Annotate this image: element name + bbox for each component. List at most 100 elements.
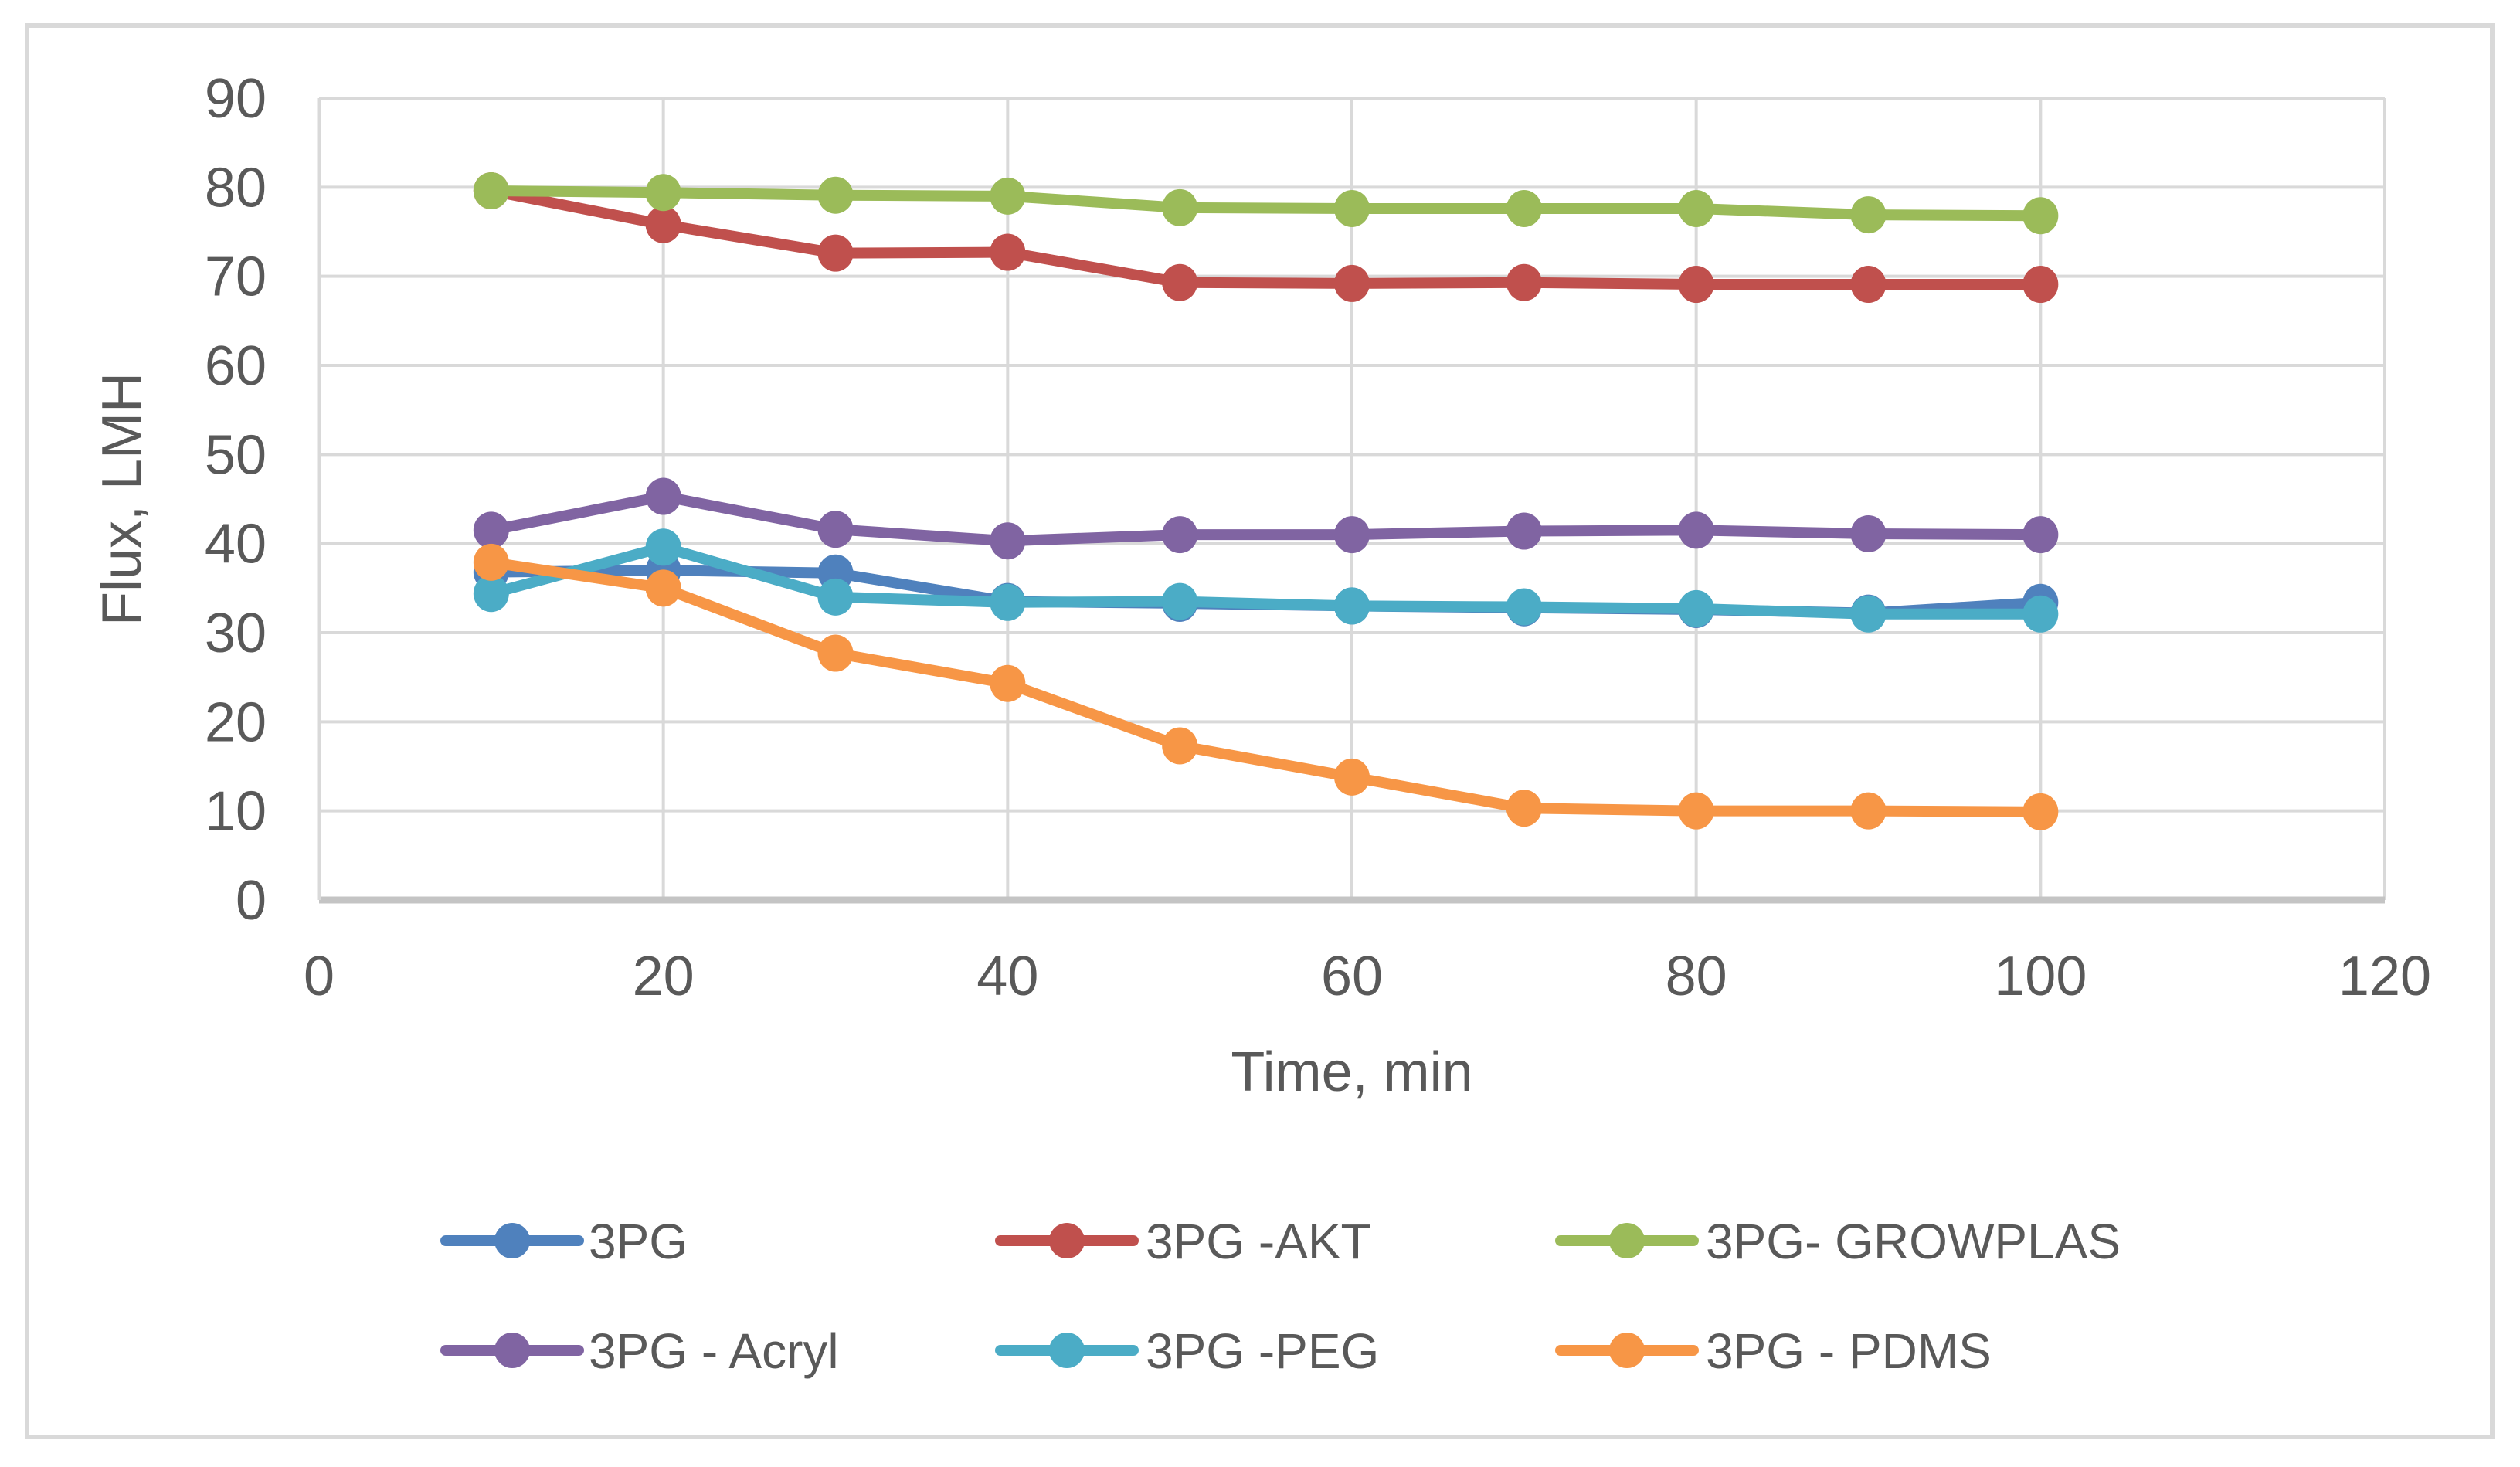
- series-3PG - Acryl: [473, 477, 2059, 560]
- data-point: [817, 511, 854, 548]
- data-point: [1506, 190, 1542, 228]
- data-point: [2022, 516, 2059, 554]
- data-point: [1162, 582, 1198, 620]
- legend: 3PG 3PG -AKT 3PG- GROWPLAS 3PG - Acryl 3PG -…: [440, 1214, 2121, 1379]
- data-point: [2022, 793, 2059, 830]
- x-tick-label-40: 40: [976, 946, 1038, 1007]
- tick-labels: 0 10 20 30 40 50 60 70 80 90 0 20 40 60 80 100 120: [205, 68, 2431, 1007]
- series-line-3PG - Acryl: [485, 491, 2046, 547]
- data-point: [1506, 790, 1542, 827]
- x-tick-label-100: 100: [1994, 946, 2087, 1007]
- data-point: [817, 578, 854, 616]
- legend-item-3PG- GROWPLAS: 3PG- GROWPLAS: [1555, 1214, 2121, 1269]
- series-line-3PG -AKT: [485, 185, 2046, 290]
- data-point: [1162, 263, 1198, 301]
- data-point: [1850, 792, 1887, 830]
- series-layer: [473, 171, 2059, 830]
- legend-label: 3PG: [589, 1214, 688, 1269]
- data-point: [1506, 263, 1542, 301]
- data-point: [817, 634, 854, 672]
- data-point: [473, 171, 509, 209]
- y-tick-label-10: 10: [205, 781, 267, 843]
- data-point: [1334, 190, 1370, 228]
- chart-border: [25, 23, 2495, 1439]
- data-point: [1334, 587, 1370, 625]
- series-line-3PG- GROWPLAS: [485, 185, 2046, 222]
- data-point: [990, 583, 1026, 621]
- y-tick-label-20: 20: [205, 691, 267, 753]
- y-tick-label-0: 0: [236, 870, 267, 932]
- data-point: [817, 176, 854, 214]
- data-point: [1850, 196, 1887, 234]
- data-point: [645, 205, 681, 243]
- x-tick-label-20: 20: [633, 946, 695, 1007]
- data-point: [990, 664, 1026, 702]
- legend-item-3PG -PEG: 3PG -PEG: [995, 1323, 1379, 1379]
- data-point: [990, 233, 1026, 271]
- legend-label: 3PG -PEG: [1146, 1323, 1379, 1379]
- y-tick-label-60: 60: [205, 335, 267, 397]
- legend-label: 3PG - PDMS: [1706, 1323, 1992, 1379]
- legend-marker-icon: [1049, 1333, 1085, 1368]
- data-point: [2022, 595, 2059, 633]
- legend-item-3PG: 3PG: [440, 1214, 688, 1269]
- data-point: [645, 477, 681, 515]
- y-tick-label-30: 30: [205, 603, 267, 664]
- axis-lines: [317, 98, 2385, 904]
- legend-label: 3PG - Acryl: [589, 1323, 839, 1379]
- data-point: [1678, 190, 1714, 228]
- data-point: [817, 234, 854, 272]
- legend-marker-icon: [494, 1333, 530, 1368]
- data-point: [1162, 516, 1198, 554]
- y-tick-label-70: 70: [205, 246, 267, 308]
- series-3PG -PEG: [473, 528, 2059, 633]
- legend-item-3PG -AKT: 3PG -AKT: [995, 1214, 1371, 1269]
- data-point: [473, 575, 509, 613]
- series-line-3PG -PEG: [485, 542, 2046, 620]
- data-point: [1506, 512, 1542, 550]
- legend-marker-icon: [494, 1223, 530, 1258]
- data-point: [1334, 264, 1370, 302]
- legend-item-3PG - PDMS: 3PG - PDMS: [1555, 1323, 1992, 1379]
- y-tick-label-40: 40: [205, 514, 267, 576]
- data-point: [1850, 595, 1887, 633]
- series-3PG- GROWPLAS: [473, 171, 2059, 235]
- legend-label: 3PG- GROWPLAS: [1706, 1214, 2121, 1269]
- legend-marker-icon: [1049, 1223, 1085, 1258]
- data-point: [1850, 514, 1887, 552]
- legend-marker-icon: [1609, 1223, 1645, 1258]
- legend-label: 3PG -AKT: [1146, 1214, 1371, 1269]
- data-point: [990, 177, 1026, 215]
- data-point: [1678, 589, 1714, 627]
- x-tick-label-120: 120: [2338, 946, 2431, 1007]
- data-point: [1678, 511, 1714, 549]
- y-tick-label-50: 50: [205, 424, 267, 486]
- x-axis-title: Time, min: [1231, 1041, 1472, 1103]
- x-tick-label-60: 60: [1321, 946, 1383, 1007]
- y-tick-label-90: 90: [205, 68, 267, 130]
- data-point: [473, 543, 509, 581]
- data-point: [645, 174, 681, 212]
- data-point: [1334, 758, 1370, 796]
- data-point: [1334, 516, 1370, 554]
- data-point: [2022, 197, 2059, 235]
- data-point: [1678, 266, 1714, 304]
- x-tick-label-0: 0: [304, 946, 335, 1007]
- data-point: [1850, 266, 1887, 304]
- data-point: [2022, 266, 2059, 304]
- data-point: [645, 569, 681, 607]
- data-point: [1506, 588, 1542, 626]
- series-3PG - PDMS: [473, 543, 2059, 830]
- legend-item-3PG - Acryl: 3PG - Acryl: [440, 1323, 839, 1379]
- data-point: [473, 511, 509, 549]
- data-point: [1162, 727, 1198, 765]
- y-axis-title: Flux, LMH: [91, 372, 153, 626]
- data-point: [645, 528, 681, 566]
- data-point: [1162, 188, 1198, 226]
- legend-marker-icon: [1609, 1333, 1645, 1368]
- y-tick-label-80: 80: [205, 157, 267, 219]
- series-line-3PG - PDMS: [485, 556, 2046, 817]
- data-point: [990, 522, 1026, 560]
